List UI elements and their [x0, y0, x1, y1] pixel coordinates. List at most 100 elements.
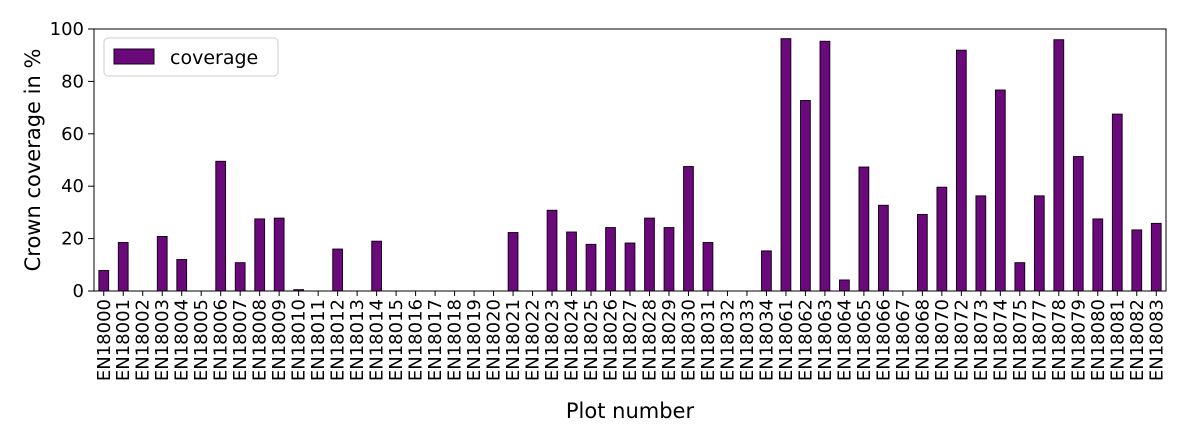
- y-tick-label: 0: [73, 281, 84, 302]
- x-tick-label: EN18006: [211, 299, 232, 381]
- bar-EN18008: [254, 218, 266, 292]
- x-tick-label: EN18005: [191, 299, 212, 381]
- bar-EN18012: [332, 248, 344, 292]
- x-tick-label: EN18012: [328, 299, 349, 381]
- x-tick-label: EN18024: [562, 299, 583, 381]
- x-tick-label: EN18073: [971, 299, 992, 381]
- x-tick-label: EN18026: [601, 299, 622, 381]
- x-tick-label: EN18003: [152, 299, 173, 381]
- x-tick-label: EN18010: [289, 299, 310, 381]
- bar-EN18073: [975, 195, 987, 292]
- x-tick-label: EN18027: [620, 299, 641, 381]
- legend-box: [103, 37, 279, 77]
- x-tick-label: EN18032: [717, 299, 738, 381]
- x-tick-label: EN18065: [854, 299, 875, 381]
- bar-EN18025: [585, 243, 597, 292]
- bar-EN18072: [955, 49, 967, 292]
- bar-EN18061: [780, 38, 792, 292]
- bar-EN18063: [819, 40, 831, 292]
- x-tick-label: EN18075: [1010, 299, 1031, 381]
- x-tick-label: EN18077: [1029, 299, 1050, 381]
- bar-EN18075: [1014, 262, 1026, 292]
- y-tick-label: 60: [61, 124, 84, 145]
- bar-EN18029: [663, 227, 675, 292]
- bar-EN18034: [761, 250, 772, 292]
- x-tick-label: EN18000: [94, 299, 115, 381]
- y-tick-label: 20: [61, 229, 84, 250]
- y-tick-label: 40: [61, 176, 84, 197]
- bar-EN18027: [624, 242, 636, 292]
- bar-EN18074: [994, 89, 1006, 292]
- bar-EN18030: [683, 166, 694, 292]
- x-tick-label: EN18063: [815, 299, 836, 381]
- bar-EN18003: [156, 236, 168, 292]
- y-tick-label: 80: [61, 71, 84, 92]
- bar-EN18080: [1092, 218, 1104, 292]
- bar-EN18082: [1131, 229, 1143, 292]
- bar-EN18014: [371, 240, 382, 292]
- x-tick-label: EN18025: [581, 299, 602, 381]
- bar-EN18009: [273, 217, 285, 292]
- bar-EN18023: [546, 209, 558, 292]
- bar-EN18031: [702, 242, 714, 292]
- x-tick-label: EN18014: [367, 299, 388, 381]
- x-tick-label: EN18034: [756, 299, 777, 381]
- y-axis: 0 20 40 60 80 100: [50, 19, 94, 302]
- x-tick-label: EN18001: [113, 299, 134, 381]
- bar-EN18070: [936, 186, 948, 292]
- bar-EN18068: [916, 214, 928, 292]
- legend-label: coverage: [170, 47, 258, 69]
- x-tick-label: EN18009: [269, 299, 290, 381]
- bar-EN18021: [507, 232, 519, 292]
- bar-EN18028: [644, 217, 655, 292]
- x-tick-label: EN18004: [172, 299, 193, 381]
- x-tick-label: EN18031: [698, 299, 719, 381]
- x-tick-label: EN18062: [795, 299, 816, 381]
- bar-EN18064: [839, 279, 850, 292]
- bar-EN18066: [878, 204, 889, 292]
- y-axis-title: Crown coverage in %: [21, 49, 45, 272]
- bar-EN18026: [605, 227, 616, 292]
- x-tick-label: EN18013: [347, 299, 368, 381]
- x-tick-label: EN18002: [133, 299, 154, 381]
- x-tick-label: EN18078: [1049, 299, 1070, 381]
- x-tick-label: EN18082: [1127, 299, 1148, 381]
- x-tick-label: EN18029: [659, 299, 680, 381]
- x-axis-title: Plot number: [566, 399, 695, 423]
- bar-EN18000: [98, 270, 110, 292]
- bar-EN18081: [1111, 113, 1123, 292]
- x-tick-label: EN18020: [484, 299, 505, 381]
- bar-EN18024: [566, 231, 577, 292]
- bar-EN18078: [1053, 39, 1065, 292]
- x-tick-label: EN18028: [639, 299, 660, 381]
- x-tick-label: EN18074: [990, 299, 1011, 381]
- x-tick-label: EN18064: [834, 299, 855, 381]
- x-tick-label: EN18019: [464, 299, 485, 381]
- x-tick-label: EN18021: [503, 299, 524, 381]
- x-tick-label: EN18017: [425, 299, 446, 381]
- legend-swatch: [113, 48, 155, 65]
- x-tick-label: EN18068: [912, 299, 933, 381]
- x-tick-label: EN18022: [523, 299, 544, 381]
- x-tick-label: EN18072: [951, 299, 972, 381]
- legend: coverage: [103, 37, 279, 77]
- bar-EN18065: [858, 166, 870, 292]
- x-tick-label: EN18083: [1146, 299, 1167, 381]
- y-tick-label: 100: [50, 19, 84, 40]
- x-axis: EN18000EN18001EN18002EN18003EN18004EN180…: [94, 291, 1167, 381]
- x-tick-label: EN18070: [932, 299, 953, 381]
- x-tick-label: EN18061: [776, 299, 797, 381]
- bar-EN18006: [215, 160, 227, 292]
- x-tick-label: EN18008: [250, 299, 271, 381]
- bar-EN18001: [117, 242, 129, 292]
- x-tick-label: EN18016: [406, 299, 427, 381]
- x-tick-label: EN18081: [1107, 299, 1128, 381]
- x-tick-label: EN18066: [873, 299, 894, 381]
- x-tick-label: EN18030: [678, 299, 699, 381]
- bar-EN18062: [800, 100, 811, 292]
- bar-EN18004: [176, 259, 188, 292]
- x-tick-label: EN18018: [445, 299, 466, 381]
- x-tick-label: EN18080: [1088, 299, 1109, 381]
- x-tick-label: EN18033: [737, 299, 758, 381]
